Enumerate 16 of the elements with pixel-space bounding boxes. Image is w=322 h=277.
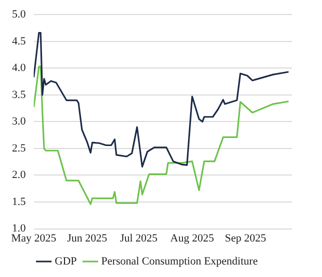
x-tick-label: Jun 2025 <box>67 232 108 244</box>
y-tick-label: 2.0 <box>12 169 26 182</box>
legend-label: GDP <box>54 255 77 268</box>
y-tick-label: 5.0 <box>12 8 26 20</box>
y-tick-label: 1.0 <box>12 222 26 235</box>
y-tick-label: 2.5 <box>12 142 26 154</box>
x-tick-label: Sep 2025 <box>224 232 267 244</box>
y-tick-label: 4.0 <box>12 62 26 74</box>
legend-label: Personal Consumption Expenditure <box>101 255 258 268</box>
x-tick-label: May 2025 <box>11 232 57 244</box>
y-tick-label: 3.5 <box>12 88 26 101</box>
x-tick-label: Aug 2025 <box>170 232 214 244</box>
y-tick-label: 3.0 <box>12 116 26 128</box>
y-tick-label: 1.5 <box>12 196 26 208</box>
x-tick-label: Jul 2025 <box>120 232 158 244</box>
y-tick-label: 4.5 <box>12 35 26 48</box>
